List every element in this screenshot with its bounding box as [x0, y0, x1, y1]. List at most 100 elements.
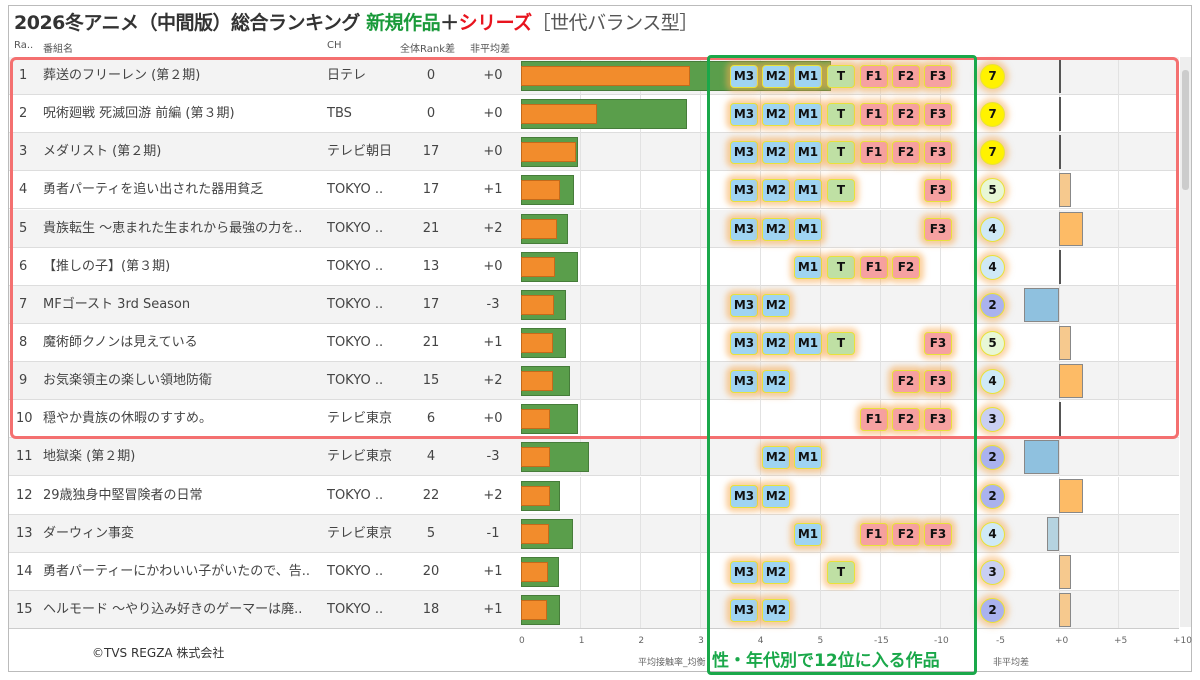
header-ch[interactable]: CH [327, 40, 342, 51]
header-rank-diff[interactable]: 全体Rank差 [400, 44, 455, 55]
scrollbar[interactable] [1180, 57, 1191, 627]
tag-m3: M3 [730, 560, 758, 584]
diff-axis-label: 非平均差 [993, 658, 1030, 668]
gridline [880, 362, 881, 401]
gridline [580, 133, 581, 172]
table-row[interactable]: 3 メダリスト (第２期) テレビ朝日 17 +0 M3 M2 M1 T F1 F2 F3 7 [9, 133, 1179, 172]
name-cell[interactable]: ヘルモード ～やり込み好きのゲーマーは廃.. [43, 601, 303, 617]
diff-tick: +5 [1114, 636, 1128, 646]
gridline [640, 400, 641, 439]
gridline [880, 438, 881, 477]
table-row[interactable]: 10 穏やか貴族の休暇のすすめ。 テレビ東京 6 +0 F1 F2 F3 3 [9, 400, 1179, 439]
name-cell[interactable]: 魔術師クノンは見えている [43, 334, 198, 350]
rank-tick: -15 [874, 636, 889, 646]
nonavg-bar [1059, 478, 1083, 513]
count-badge: 7 [980, 102, 1005, 128]
name-cell[interactable]: 勇者パーティーにかわいい子がいたので、告.. [43, 563, 310, 579]
table-row[interactable]: 8 魔術師クノンは見えている TOKYO .. 21 +1 M3 M2 M1 T F3 5 [9, 323, 1179, 362]
name-cell[interactable]: ダーウィン事変 [43, 525, 135, 541]
count-badge: 4 [980, 521, 1005, 547]
bar-axis-label: 平均接触率_均衡 [638, 658, 706, 668]
scrollbar-thumb[interactable] [1182, 70, 1189, 190]
gridline [1118, 552, 1119, 591]
rank-cell: 15 [16, 601, 33, 617]
rank-diff-cell: 18 [422, 601, 440, 617]
table-row[interactable]: 14 勇者パーティーにかわいい子がいたので、告.. TOKYO .. 20 +1 M3 M2… [9, 552, 1179, 591]
gridline [760, 552, 761, 591]
rate-bar [521, 561, 548, 582]
copyright: ©TVS REGZA 株式会社 [92, 646, 225, 660]
gridline [760, 285, 761, 324]
gridline [820, 362, 821, 401]
table-row[interactable]: 11 地獄楽 (第２期) テレビ東京 4 -3 M2 M1 2 [9, 438, 1179, 477]
name-cell[interactable]: 【推しの子】(第３期) [43, 258, 171, 274]
count-badge: 2 [980, 483, 1005, 509]
rank-diff-cell: 21 [422, 334, 440, 350]
table-row[interactable]: 9 お気楽領主の楽しい領地防衛 TOKYO .. 15 +2 M3 M2 F2 F3 4 [9, 362, 1179, 401]
rank-tick: -10 [934, 636, 949, 646]
rate-bar [521, 218, 557, 239]
rank-diff-cell: 15 [422, 373, 440, 389]
name-cell[interactable]: メダリスト (第２期) [43, 144, 162, 160]
tag-f2: F2 [892, 141, 920, 165]
tag-f2: F2 [892, 255, 920, 279]
gridline [1118, 133, 1119, 172]
rate-bar [521, 599, 548, 620]
gridline [700, 171, 701, 210]
tag-m1: M1 [794, 141, 822, 165]
table-row[interactable]: 15 ヘルモード ～やり込み好きのゲーマーは廃.. TOKYO .. 18 +1 M3 M2… [9, 590, 1179, 629]
name-cell[interactable]: 地獄楽 (第２期) [43, 449, 136, 465]
name-cell[interactable]: お気楽領主の楽しい領地防衛 [43, 373, 213, 389]
table-row[interactable]: 5 貴族転生 ～恵まれた生まれから最強の力を.. TOKYO .. 21 +2 M3 M2 M… [9, 209, 1179, 248]
tag-m2: M2 [762, 141, 790, 165]
table-row[interactable]: 13 ダーウィン事変 テレビ東京 5 -1 M1 F1 F2 F3 4 [9, 514, 1179, 553]
gridline [640, 514, 641, 553]
gridline [820, 476, 821, 515]
rank-diff-cell: 5 [426, 525, 436, 541]
header-name[interactable]: 番組名 [43, 44, 73, 55]
nonavg-bar [1059, 592, 1071, 627]
page-title: 2026冬アニメ（中間版）総合ランキング 新規作品＋シリーズ［世代バランス型］ [14, 8, 698, 35]
name-cell[interactable]: 呪術廻戦 死滅回游 前編 (第３期) [43, 106, 235, 122]
rank-cell: 14 [16, 563, 33, 579]
table-row[interactable]: 7 MFゴースト 3rd Season TOKYO .. 17 -3 M3 M2 2 [9, 285, 1179, 324]
tag-m3: M3 [730, 598, 758, 622]
tag-f2: F2 [892, 408, 920, 432]
rank-cell: 6 [19, 258, 28, 274]
tag-f3: F3 [924, 179, 952, 203]
rank-diff-cell: 0 [426, 68, 436, 83]
table-row[interactable]: 4 勇者パーティを追い出された器用貧乏 TOKYO .. 17 +1 M3 M2 M1 T F3 5 [9, 171, 1179, 210]
header-nonavg[interactable]: 非平均差 [470, 44, 510, 55]
ch-cell: 日テレ [327, 68, 367, 83]
gridline [760, 514, 761, 553]
name-cell[interactable]: MFゴースト 3rd Season [43, 296, 191, 312]
name-cell[interactable]: 葬送のフリーレン (第２期) [43, 68, 201, 83]
gridline [1118, 438, 1119, 477]
header-rank[interactable]: Ra.. [14, 40, 34, 51]
name-cell[interactable]: 29歳独身中堅冒険者の日常 [43, 487, 203, 503]
rate-bar [521, 256, 556, 277]
gridline [940, 552, 941, 591]
nonavg-bar [1059, 325, 1071, 360]
gridline [1059, 438, 1060, 477]
tag-t: T [827, 255, 855, 279]
gridline [880, 323, 881, 362]
name-cell[interactable]: 貴族転生 ～恵まれた生まれから最強の力を.. [43, 220, 303, 236]
table-row[interactable]: 2 呪術廻戦 死滅回游 前編 (第３期) TBS 0 +0 M3 M2 M1 T F1 F2 F3 7 [9, 95, 1179, 134]
table-row[interactable]: 1 葬送のフリーレン (第２期) 日テレ 0 +0 M3 M2 M1 T F1 F2 F3 7 [9, 57, 1179, 95]
name-cell[interactable]: 勇者パーティを追い出された器用貧乏 [43, 182, 264, 198]
tag-f3: F3 [924, 103, 952, 127]
table-row[interactable]: 12 29歳独身中堅冒険者の日常 TOKYO .. 22 +2 M3 M2 2 [9, 476, 1179, 515]
nonavg-bar [1059, 211, 1083, 246]
ch-cell: TOKYO .. [327, 601, 384, 617]
name-cell[interactable]: 穏やか貴族の休暇のすすめ。 [43, 411, 213, 427]
gridline [760, 209, 761, 248]
nonavg-bar [1059, 173, 1071, 208]
bar-tick: 1 [578, 636, 585, 646]
table-row[interactable]: 6 【推しの子】(第３期) TOKYO .. 13 +0 M1 T F1 F2 4 [9, 247, 1179, 286]
rate-bar [521, 371, 554, 392]
tag-m2: M2 [762, 103, 790, 127]
bar-tick: 5 [817, 636, 824, 646]
rank-diff-cell: 4 [426, 449, 436, 465]
count-badge: 7 [980, 64, 1005, 89]
